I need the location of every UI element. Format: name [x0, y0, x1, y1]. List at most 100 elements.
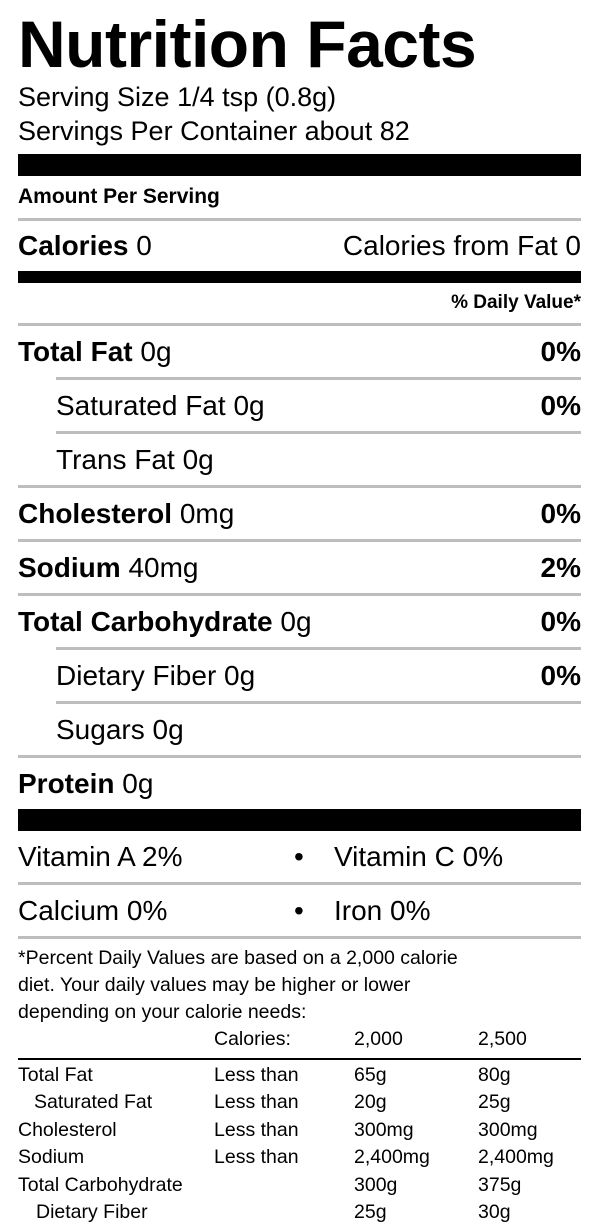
nutrient-label: Sugars [56, 713, 145, 745]
table-row: Total Carbohydrate 300g 375g [18, 1172, 581, 1200]
nutrient-row-trans-fat: Trans Fat 0g [18, 434, 581, 485]
footnote-line: *Percent Daily Values are based on a 2,0… [18, 947, 458, 969]
nutrient-dv: 0% [540, 335, 581, 367]
nutrient-row-dietary-fiber: Dietary Fiber 0g 0% [18, 650, 581, 701]
table-cell-2500: 30g [478, 1201, 511, 1223]
table-cell-name: Total Carbohydrate [18, 1173, 183, 1196]
nutrient-label: Dietary Fiber [56, 659, 217, 691]
footnote-line: diet. Your daily values may be higher or… [18, 974, 411, 996]
table-cell-2000: 300g [354, 1173, 398, 1196]
nutrient-label: Saturated Fat [56, 389, 226, 421]
divider [18, 593, 581, 596]
divider [18, 218, 581, 221]
daily-values-table: Calories: 2,000 2,500 Total Fat Less tha… [18, 1026, 581, 1227]
table-cell-name: Total Fat [18, 1063, 93, 1086]
nutrient-amount: 0g [152, 713, 184, 745]
nutrient-row-total-fat: Total Fat 0g 0% [18, 326, 581, 377]
footnote-line: depending on your calorie needs: [18, 1001, 307, 1023]
divider [18, 936, 581, 939]
nutrition-facts-label: Nutrition Facts Serving Size 1/4 tsp (0.… [18, 8, 581, 1227]
calories-row: Calories 0 Calories from Fat 0 [18, 221, 581, 271]
table-cell-qualifier: Less than [214, 1118, 299, 1141]
table-cell-2500: 375g [478, 1173, 522, 1196]
nutrient-amount: 0g [224, 659, 256, 691]
nutrient-row-total-carbohydrate: Total Carbohydrate 0g 0% [18, 596, 581, 647]
vitamin-a: Vitamin A 2% [18, 840, 183, 872]
table-divider [18, 1057, 581, 1060]
divider [56, 431, 581, 434]
col-2000: 2,000 [354, 1028, 403, 1050]
table-cell-2500: 80g [478, 1063, 511, 1086]
table-cell-2500: 2,400mg [478, 1146, 554, 1168]
table-cell-qualifier: Less than [214, 1063, 299, 1086]
calories-value: 0 [136, 230, 152, 261]
nutrient-dv: 2% [540, 551, 581, 583]
table-cell-name: Cholesterol [18, 1118, 117, 1141]
table-cell-2500: 25g [478, 1091, 511, 1113]
divider [56, 701, 581, 704]
calories-header: Calories: [214, 1028, 291, 1050]
thick-divider [18, 154, 581, 176]
nutrient-row-protein: Protein 0g [18, 758, 581, 809]
vitamin-row: Calcium 0% • Iron 0% [18, 885, 581, 936]
nutrient-dv: 0% [540, 659, 581, 691]
table-row: Cholesterol Less than 300mg 300mg [18, 1117, 581, 1145]
nutrient-amount: 0g [140, 335, 172, 367]
divider [18, 882, 581, 885]
calcium: Calcium 0% [18, 894, 168, 926]
nutrient-row-sugars: Sugars 0g [18, 704, 581, 755]
divider [56, 647, 581, 650]
divider [56, 377, 581, 380]
table-cell-2000: 2,400mg [354, 1146, 430, 1168]
table-cell-2000: 300mg [354, 1118, 414, 1141]
divider [18, 539, 581, 542]
divider [18, 323, 581, 326]
table-row: Saturated Fat Less than 20g 25g [18, 1089, 581, 1117]
servings-per-container: Servings Per Container about 82 [18, 116, 410, 146]
divider [18, 755, 581, 758]
nutrient-row-cholesterol: Cholesterol 0mg 0% [18, 488, 581, 539]
serving-size: Serving Size 1/4 tsp (0.8g) [18, 82, 337, 112]
table-header-row: Calories: 2,000 2,500 [18, 1026, 581, 1054]
nutrient-label: Protein [18, 767, 115, 799]
bullet: • [294, 840, 304, 872]
nutrient-amount: 0mg [179, 497, 235, 529]
table-row: Total Fat Less than 65g 80g [18, 1062, 581, 1090]
nutrient-amount: 0g [280, 605, 312, 637]
nutrient-dv: 0% [540, 497, 581, 529]
nutrient-label: Sodium [18, 551, 121, 583]
nutrient-label: Trans Fat [56, 443, 175, 475]
calories-from-fat: Calories from Fat 0 [342, 230, 581, 261]
table-cell-name: Sodium [18, 1146, 85, 1168]
nutrient-amount: 0g [233, 389, 265, 421]
amount-per-serving: Amount Per Serving [18, 185, 220, 208]
table-cell-name: Dietary Fiber [36, 1201, 148, 1223]
table-cell-2500: 300mg [478, 1118, 538, 1141]
nutrient-amount: 40mg [128, 551, 199, 583]
table-cell-qualifier: Less than [214, 1091, 299, 1113]
table-row: Sodium Less than 2,400mg 2,400mg [18, 1144, 581, 1172]
table-row: Dietary Fiber 25g 30g [18, 1199, 581, 1227]
nutrient-label: Cholesterol [18, 497, 173, 529]
nutrient-dv: 0% [540, 389, 581, 421]
calories-label: Calories [18, 230, 129, 261]
table-cell-2000: 25g [354, 1201, 387, 1223]
table-cell-name: Saturated Fat [34, 1091, 153, 1113]
nutrient-label: Total Fat [18, 335, 133, 367]
bullet: • [294, 894, 304, 926]
thick-divider [18, 809, 581, 831]
nutrient-amount: 0g [122, 767, 154, 799]
nutrient-row-saturated-fat: Saturated Fat 0g 0% [18, 380, 581, 431]
nutrient-label: Total Carbohydrate [18, 605, 273, 637]
vitamin-c: Vitamin C 0% [334, 840, 504, 872]
nutrient-dv: 0% [540, 605, 581, 637]
nutrient-row-sodium: Sodium 40mg 2% [18, 542, 581, 593]
col-2500: 2,500 [478, 1028, 527, 1050]
daily-value-header: % Daily Value* [451, 292, 581, 313]
label-title: Nutrition Facts [18, 7, 477, 81]
vitamin-row: Vitamin A 2% • Vitamin C 0% [18, 831, 581, 882]
footnote: *Percent Daily Values are based on a 2,0… [18, 945, 581, 1026]
medium-divider [18, 271, 581, 283]
table-cell-2000: 20g [354, 1091, 387, 1113]
nutrient-amount: 0g [182, 443, 214, 475]
